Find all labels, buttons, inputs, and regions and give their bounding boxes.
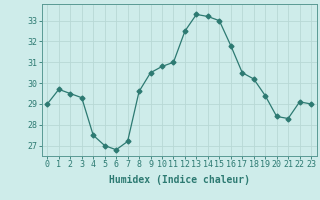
X-axis label: Humidex (Indice chaleur): Humidex (Indice chaleur)	[109, 175, 250, 185]
